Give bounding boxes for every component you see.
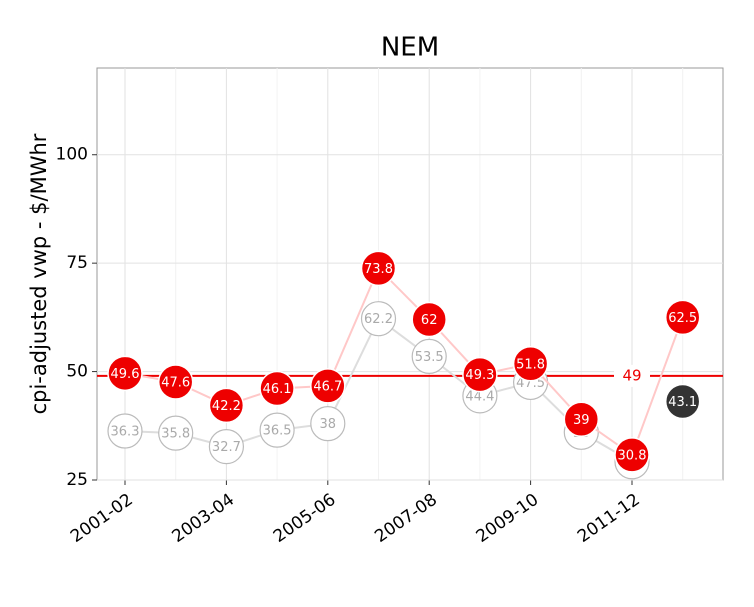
data-label: 44.4 [465,389,494,404]
x-tick-label: 2011-12 [574,490,644,547]
plot-area [96,67,724,481]
data-point [259,370,295,407]
data-label: 32.7 [212,440,241,455]
data-label: 51.8 [516,357,545,372]
data-point [208,387,245,424]
data-point [563,401,600,438]
reference-label: 49 [622,366,641,384]
data-label: 62 [421,313,438,328]
data-point [259,412,295,448]
y-tick-label: 100 [56,145,88,165]
y-tick-label: 25 [66,470,88,490]
y-axis-label: cpi-adjusted vwp - $/MWhr [27,133,51,414]
data-point [462,356,498,393]
data-point [512,346,549,382]
data-point [664,299,701,336]
x-tick-label: 2009-10 [473,490,543,547]
data-point [310,368,346,404]
x-tick-label: 2001-02 [67,490,137,547]
data-label: 43.1 [668,395,697,410]
data-label: 35.8 [161,427,190,442]
x-tick-label: 2007-08 [371,490,441,547]
data-point [158,415,194,451]
data-label: 62.2 [364,312,393,327]
data-point [360,250,397,287]
data-label: 39 [573,413,590,428]
reference-label-bg [614,364,650,387]
y-tick-label: 50 [66,362,88,382]
data-point [310,406,346,442]
data-label: 46.1 [263,382,292,397]
data-point [411,301,447,338]
data-label: 73.8 [364,262,393,277]
data-label: 30.8 [618,448,647,463]
data-label: 38 [320,417,337,432]
data-point [360,301,397,337]
data-label: 42.2 [212,399,241,414]
y-tick-label: 75 [66,253,88,273]
data-point [107,413,143,449]
data-point [208,429,244,465]
data-label: 36.5 [263,424,292,439]
data-point [157,364,194,400]
data-label: 53.5 [415,350,444,365]
data-label: 46.7 [313,379,342,394]
data-point [107,355,143,392]
data-label: 47.6 [161,375,190,390]
data-point [664,383,701,420]
data-label: 49.6 [111,367,140,382]
data-point [614,437,650,473]
x-tick-label: 2003-04 [168,490,238,547]
data-label: 62.5 [668,311,697,326]
data-point [411,338,447,374]
data-label: 36.3 [111,424,140,439]
chart-title: NEM [381,33,439,63]
data-label: 49.3 [465,368,494,383]
x-tick-label: 2005-06 [270,490,340,547]
